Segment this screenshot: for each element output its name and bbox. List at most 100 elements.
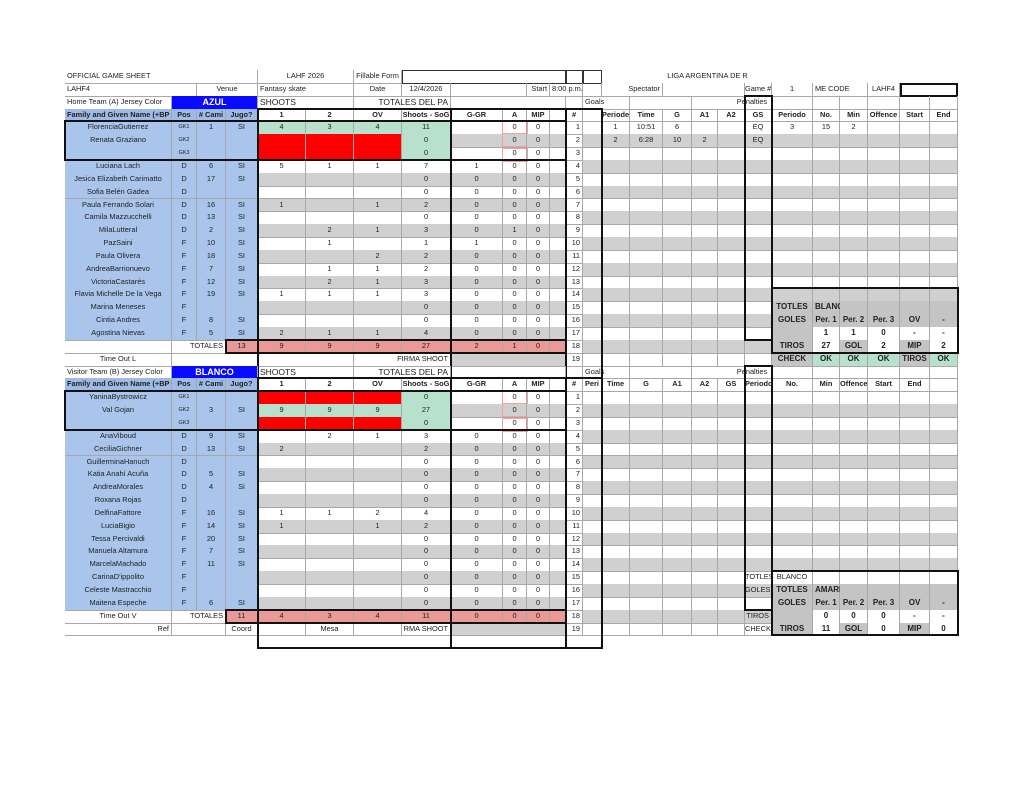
goal-penalty-cell[interactable] [718, 275, 745, 290]
goal-penalty-cell[interactable] [840, 442, 868, 457]
shots-on-goal[interactable]: 11 [402, 121, 451, 136]
mip[interactable]: 0 [527, 249, 550, 264]
played-flag[interactable]: SI [226, 211, 258, 226]
goal-penalty-cell[interactable] [602, 404, 630, 418]
start-time-field[interactable]: 8:00 p.m. [550, 82, 583, 97]
goal-penalty-cell[interactable] [692, 211, 718, 226]
shots-p2[interactable] [306, 172, 354, 187]
shots-on-goal[interactable]: 0 [402, 455, 451, 470]
goal-penalty-cell[interactable] [692, 288, 718, 303]
goal-penalty-cell[interactable] [900, 249, 930, 264]
jersey-number[interactable]: 14 [197, 519, 226, 534]
goals-gr[interactable]: 1 [451, 237, 503, 251]
goal-penalty-cell[interactable] [663, 211, 692, 226]
shots-p1[interactable]: 1 [258, 506, 306, 521]
goal-penalty-cell[interactable] [813, 147, 840, 161]
played-flag[interactable]: SI [226, 314, 258, 328]
mip[interactable]: 0 [527, 506, 550, 521]
played-flag[interactable]: SI [226, 532, 258, 547]
goal-penalty-cell[interactable] [630, 455, 663, 470]
assists[interactable]: 0 [503, 558, 527, 573]
goal-penalty-cell[interactable] [718, 545, 745, 560]
mip[interactable]: 0 [527, 198, 550, 213]
goal-penalty-cell[interactable] [692, 224, 718, 239]
shots-p2[interactable]: 2 [306, 275, 354, 290]
goal-penalty-cell[interactable] [718, 314, 745, 328]
goal-penalty-cell[interactable] [718, 481, 745, 496]
shots-p2[interactable] [306, 185, 354, 200]
goal-penalty-cell[interactable] [930, 468, 958, 483]
goal-penalty-cell[interactable] [718, 159, 745, 174]
assists[interactable]: 0 [503, 237, 527, 251]
goal-penalty-cell[interactable] [900, 571, 930, 585]
goal-penalty-cell[interactable] [630, 584, 663, 598]
played-flag[interactable] [226, 571, 258, 585]
shots-ov[interactable]: 1 [354, 224, 402, 239]
shots-p2[interactable]: 1 [306, 262, 354, 277]
goal-penalty-cell[interactable] [663, 159, 692, 174]
shots-ov[interactable] [354, 185, 402, 200]
goal-penalty-cell[interactable] [718, 558, 745, 573]
goal-penalty-cell[interactable] [692, 622, 718, 637]
played-flag[interactable]: SI [226, 288, 258, 303]
mip[interactable]: 0 [527, 224, 550, 239]
goal-penalty-cell[interactable] [602, 596, 630, 611]
player-name[interactable]: GuillerminaHanuch [65, 455, 172, 470]
goal-penalty-cell[interactable] [900, 224, 930, 239]
goal-penalty-cell[interactable] [930, 416, 958, 431]
goal-penalty-cell[interactable] [930, 224, 958, 239]
goal-penalty-cell[interactable] [745, 211, 772, 226]
goal-penalty-cell[interactable] [868, 147, 900, 161]
goal-penalty-cell[interactable] [583, 506, 602, 521]
goal-penalty-cell[interactable] [813, 262, 840, 277]
goal-penalty-cell[interactable] [900, 211, 930, 226]
goal-penalty-cell[interactable] [900, 506, 930, 521]
shots-on-goal[interactable]: 0 [402, 301, 451, 316]
goal-penalty-cell[interactable] [718, 301, 745, 316]
goal-penalty-cell[interactable] [772, 198, 813, 213]
goal-penalty-cell[interactable] [930, 275, 958, 290]
goal-penalty-cell[interactable] [602, 455, 630, 470]
goal-penalty-cell[interactable] [718, 429, 745, 444]
jersey-number[interactable]: 7 [197, 262, 226, 277]
shots-p2[interactable] [306, 301, 354, 316]
goals-gr[interactable]: 0 [451, 545, 503, 560]
goal-penalty-cell[interactable] [745, 481, 772, 496]
assists[interactable]: 0 [503, 327, 527, 341]
player-name[interactable]: Manuela Altamura [65, 545, 172, 560]
shots-p1[interactable] [258, 468, 306, 483]
goal-penalty-cell[interactable] [813, 545, 840, 560]
shots-on-goal[interactable]: 4 [402, 506, 451, 521]
goal-penalty-cell[interactable] [772, 455, 813, 470]
goals-gr[interactable]: 0 [451, 429, 503, 444]
goals-gr[interactable] [451, 391, 503, 406]
goal-penalty-cell[interactable] [900, 429, 930, 444]
jersey-number[interactable]: 19 [197, 288, 226, 303]
goal-penalty-cell[interactable] [630, 558, 663, 573]
goal-penalty-cell[interactable]: TIROS [745, 609, 772, 624]
assists[interactable]: 0 [503, 172, 527, 187]
played-flag[interactable]: SI [226, 224, 258, 239]
goal-penalty-cell[interactable] [745, 314, 772, 328]
goal-penalty-cell[interactable] [745, 391, 772, 406]
goal-penalty-cell[interactable] [663, 185, 692, 200]
goal-penalty-cell[interactable] [602, 314, 630, 328]
goal-penalty-cell[interactable] [813, 159, 840, 174]
shots-on-goal[interactable]: 0 [402, 571, 451, 585]
mip[interactable]: 0 [527, 545, 550, 560]
player-position[interactable]: GK1 [172, 121, 197, 136]
goal-penalty-cell[interactable] [602, 275, 630, 290]
goal-penalty-cell[interactable] [583, 416, 602, 431]
shots-on-goal[interactable]: 0 [402, 596, 451, 611]
player-name[interactable]: DelfinaFattore [65, 506, 172, 521]
goal-penalty-cell[interactable] [718, 134, 745, 149]
goal-penalty-cell[interactable] [692, 185, 718, 200]
played-flag[interactable] [226, 416, 258, 431]
mip[interactable]: 0 [527, 172, 550, 187]
goal-penalty-cell[interactable] [692, 339, 718, 354]
shots-p1[interactable] [258, 275, 306, 290]
goal-penalty-cell[interactable] [868, 442, 900, 457]
goal-penalty-cell[interactable] [583, 455, 602, 470]
goal-penalty-cell[interactable] [663, 494, 692, 508]
signature-field[interactable] [451, 352, 566, 367]
